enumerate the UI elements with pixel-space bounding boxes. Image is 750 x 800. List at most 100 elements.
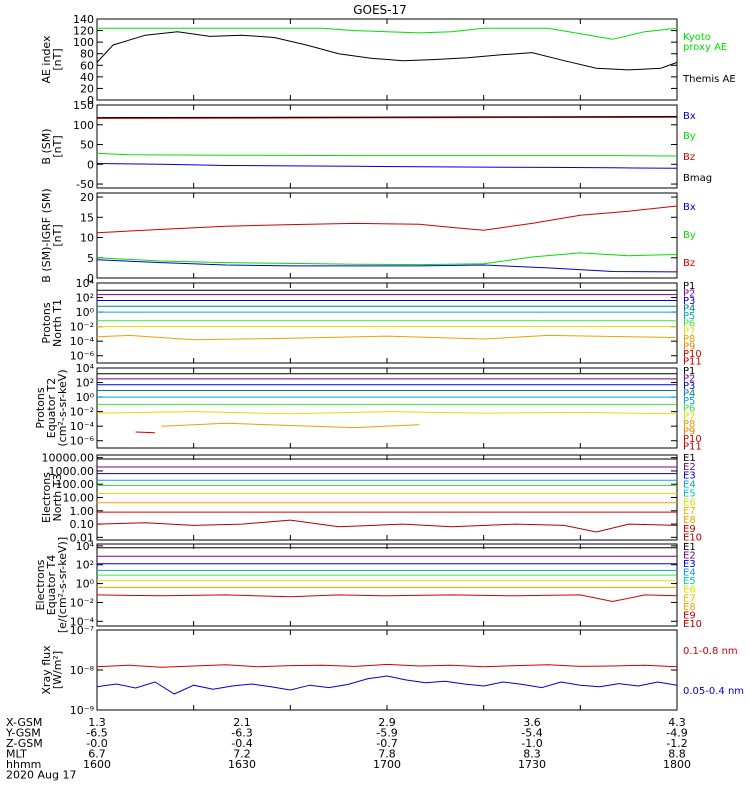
y-tick-label: 20 (80, 82, 94, 95)
x-row-value: 2.1 (233, 716, 251, 729)
series-p8 (161, 422, 420, 429)
legend-entry: P9 (683, 341, 695, 352)
legend-entry: E3 (683, 471, 696, 482)
legend-entry: P11 (683, 356, 702, 367)
x-row-label: Z-GSM (6, 737, 43, 750)
y-axis-label: Equator T2 (45, 378, 58, 438)
y-tick-label: 10⁰ (76, 578, 95, 591)
legend-entry: E1 (683, 542, 696, 553)
x-row-value: 7.2 (233, 748, 251, 761)
legend-entry: E9 (683, 524, 696, 535)
series-bmag (96, 116, 678, 119)
y-tick-label: 0 (87, 158, 94, 171)
x-row-value: 8.8 (668, 748, 686, 761)
series-0-05-0-4-nm (96, 675, 678, 695)
series-by (96, 152, 678, 157)
y-tick-label: 50 (80, 139, 94, 152)
panel-frame (96, 367, 678, 449)
y-axis-label: Electrons (40, 472, 53, 523)
legend-entry: P7 (683, 411, 695, 422)
y-tick-label: 0.01 (70, 531, 95, 544)
legend-entry: E1 (683, 453, 696, 464)
y-tick-label: 1000.00 (49, 465, 95, 478)
legend-entry: P7 (683, 326, 695, 337)
y-axis-label: [nT] (51, 135, 64, 157)
y-tick-label: 10⁻⁹ (70, 704, 94, 717)
x-axis-table: X-GSM 1.3 2.1 2.9 3.6 4.3 Y-GSM -6.5 -6.3 -5.9 -5.… (5, 716, 691, 782)
y-axis-label: [nT] (51, 224, 64, 246)
x-row-value: -0.0 (86, 737, 107, 750)
x-row-value: 1800 (663, 758, 691, 771)
legend-entry: P1 (683, 281, 695, 292)
y-tick-label: 100 (73, 119, 94, 132)
x-row-value: -5.9 (376, 727, 397, 740)
y-tick-label: 80 (80, 48, 94, 61)
y-tick-label: 10000.00 (42, 452, 95, 465)
legend-entry: P3 (683, 381, 695, 392)
legend-entry: Bz (683, 152, 695, 163)
legend-entry: P11 (683, 441, 702, 452)
x-row-value: 4.3 (668, 716, 686, 729)
y-tick-label: 15 (80, 211, 94, 224)
x-row-value: 3.6 (523, 716, 541, 729)
y-axis-label: [nT] (51, 48, 64, 70)
x-row-value: 2.9 (378, 716, 396, 729)
y-axis-label: AE index (40, 35, 53, 84)
series-bx (96, 259, 678, 273)
panel-frame (96, 454, 678, 541)
x-row-value: 6.7 (88, 748, 106, 761)
legend-entry: E5 (683, 488, 696, 499)
y-tick-label: 5 (87, 252, 94, 265)
y-tick-label: 0 (87, 272, 94, 285)
legend-entry: By (683, 131, 696, 142)
y-tick-label: 0.10 (70, 518, 95, 531)
y-tick-label: 150 (73, 99, 94, 112)
legend-entry: E2 (683, 551, 696, 562)
series-p10 (135, 431, 156, 434)
y-axis-label: Electrons (34, 559, 47, 610)
legend-entry: E7 (683, 593, 696, 604)
legend-entry: P3 (683, 296, 695, 307)
legend-entry: P10 (683, 434, 702, 445)
x-row-label: X-GSM (6, 716, 42, 729)
series-bx (96, 163, 678, 169)
y-axis-label: (cm²-s-sr-keV) (56, 369, 69, 446)
x-row-value: -1.0 (521, 737, 542, 750)
series-bz (96, 205, 678, 234)
legend-entry: 0.05-0.4 nm (683, 686, 744, 697)
panel-bsm: 150 100 50 0 -50 B (SM)[nT] Bx By Bz Bmag (40, 99, 712, 191)
legend-entry: Bmag (683, 173, 712, 184)
x-row-value: 8.3 (523, 748, 541, 761)
x-row-value: -4.9 (666, 727, 687, 740)
y-tick-label: 1.00 (70, 505, 95, 518)
y-tick-label: 10⁻⁶ (70, 435, 95, 448)
legend-entry: P8 (683, 334, 695, 345)
legend-entry: P5 (683, 311, 695, 322)
x-row-value: -1.2 (666, 737, 687, 750)
legend-entry: 0.1-0.8 nm (683, 646, 738, 657)
x-row-value: 1630 (228, 758, 256, 771)
y-tick-label: 10 (80, 232, 94, 245)
series-kyoto-proxy-ae (97, 27, 678, 40)
legend-entry: P9 (683, 426, 695, 437)
y-tick-label: 10² (76, 377, 94, 390)
x-row-value: -6.3 (231, 727, 252, 740)
y-axis-label: [e/(cm²-s-sr-keV)] (56, 537, 69, 633)
legend-entry: E5 (683, 576, 696, 587)
plot-title: GOES-17 (353, 3, 407, 17)
legend-entry: P6 (683, 319, 695, 330)
legend-entry: E9 (683, 610, 696, 621)
legend-entry: Bz (683, 258, 695, 269)
y-axis-label: Xray flux (40, 645, 53, 695)
x-row-value: 1600 (83, 758, 111, 771)
x-row-value: 7.8 (378, 748, 396, 761)
x-row-value: 1700 (373, 758, 401, 771)
legend-entry: proxy AE (683, 42, 727, 53)
legend-entry: P10 (683, 349, 702, 360)
legend-entry: E3 (683, 559, 696, 570)
y-tick-label: 10.00 (63, 492, 95, 505)
legend-entry: E2 (683, 462, 696, 473)
series-e8 (96, 594, 678, 603)
